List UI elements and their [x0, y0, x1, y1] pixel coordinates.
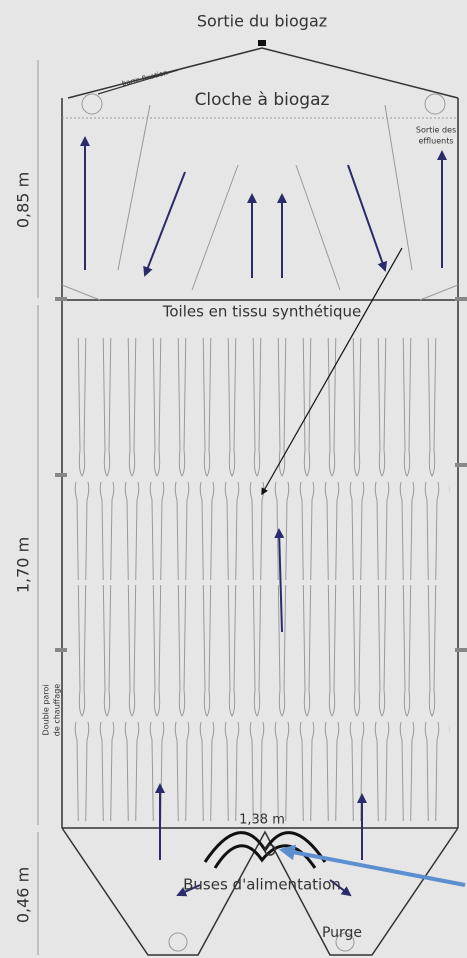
- fabric-lower: [70, 585, 450, 821]
- gas-outlet-label: Sortie du biogaz: [197, 12, 327, 31]
- diagram: Sortie du biogaz barre fixation Cloche à…: [0, 0, 467, 958]
- width-label: 1,38 m: [239, 813, 285, 828]
- double-wall-label: Double paroi: [42, 684, 51, 735]
- effluent-outlet-label: effluents: [418, 137, 453, 146]
- height-label: 0,85 m: [14, 172, 33, 228]
- gas-bell-label: Cloche à biogaz: [195, 90, 330, 110]
- nozzles-label: Buses d'alimentation: [183, 876, 341, 894]
- effluent-outlet-label: Sortie des: [416, 126, 456, 135]
- fabric-label: Toiles en tissu synthétique: [162, 303, 362, 321]
- fabric-upper: [70, 338, 450, 580]
- double-wall-label: de chauffage: [53, 684, 62, 736]
- purge-label: Purge: [322, 925, 362, 941]
- height-label: 0,46 m: [14, 867, 33, 923]
- height-label: 1,70 m: [14, 537, 33, 593]
